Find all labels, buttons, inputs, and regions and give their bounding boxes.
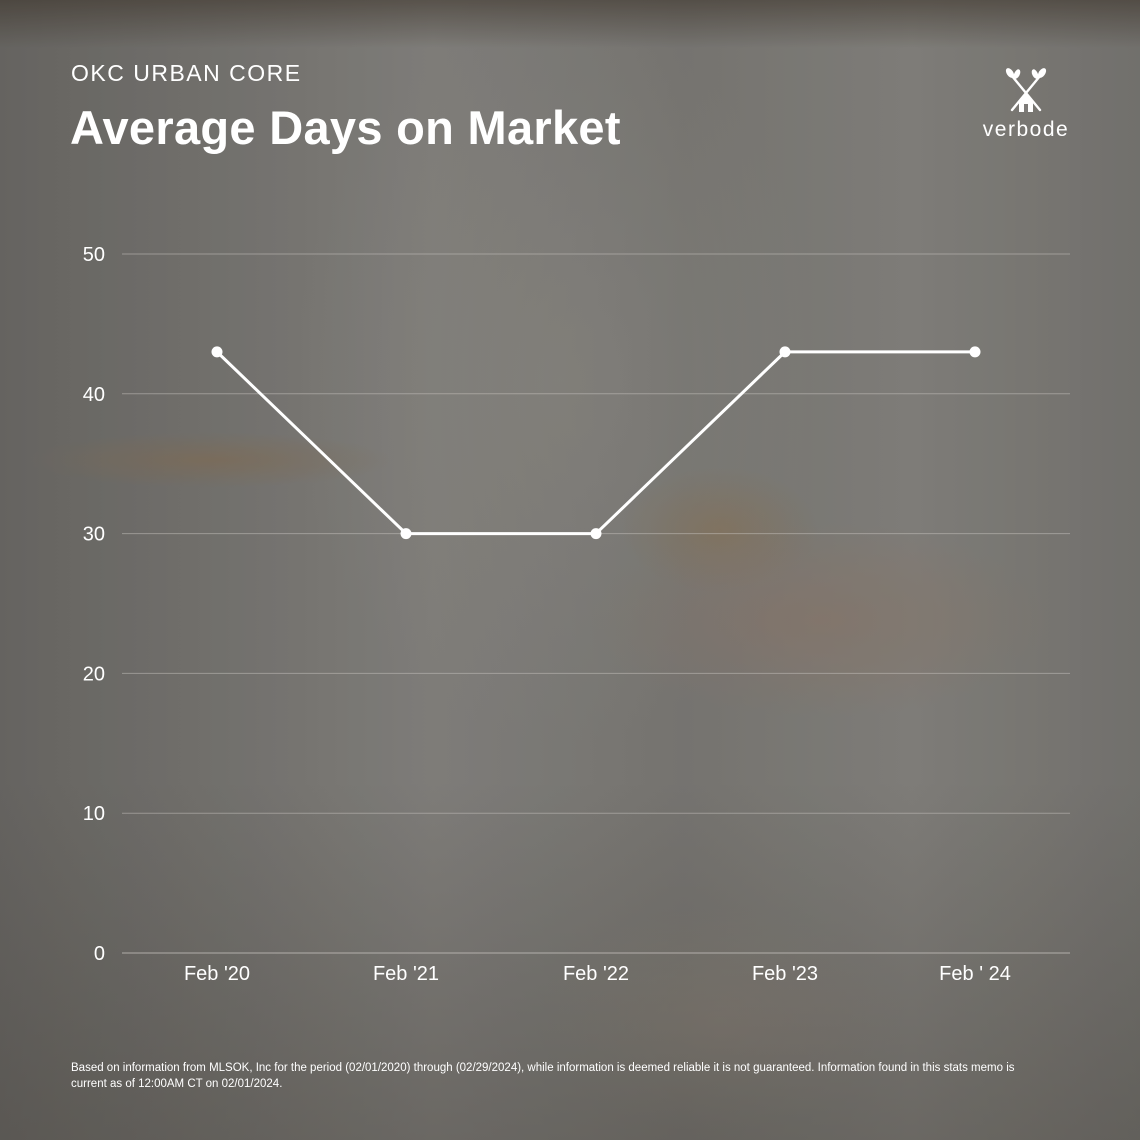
y-tick-label: 50 [83, 244, 105, 266]
series-line [215, 350, 977, 536]
x-tick-label: Feb '22 [563, 963, 629, 985]
line-chart: 0 10 20 30 40 50 Feb '20 Feb '21 Feb '22 Feb '23 F… [83, 244, 1070, 985]
y-tick-label: 40 [83, 384, 105, 406]
data-point [400, 528, 412, 540]
chart-title: Average Days on Market [70, 101, 621, 154]
y-tick-label: 20 [83, 663, 105, 685]
y-tick-label: 0 [94, 943, 105, 965]
y-tick-label: 10 [83, 803, 105, 825]
data-point [211, 346, 223, 358]
data-point [590, 528, 602, 540]
source-footnote: Based on information from MLSOK, Inc for… [71, 1062, 1015, 1090]
x-tick-label: Feb '20 [184, 963, 250, 985]
chart-subtitle: OKC URBAN CORE [71, 60, 302, 86]
x-tick-label: Feb ' 24 [939, 963, 1011, 985]
x-tick-label: Feb '23 [752, 963, 818, 985]
data-point [969, 346, 981, 358]
brand-name: verbode [982, 118, 1070, 141]
brand-logo: verbode [978, 68, 1074, 146]
data-point [779, 346, 791, 358]
y-tick-label: 30 [83, 524, 105, 546]
house-with-branches-icon [1005, 68, 1047, 112]
x-tick-label: Feb '21 [373, 963, 439, 985]
